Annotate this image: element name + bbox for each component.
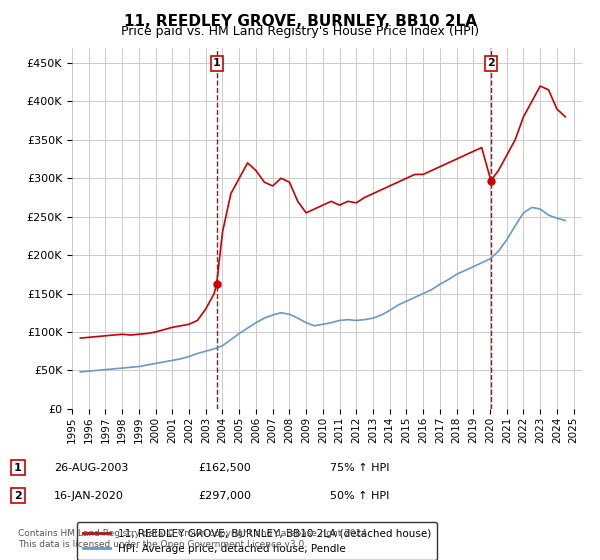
Text: 75% ↑ HPI: 75% ↑ HPI — [330, 463, 389, 473]
Text: Contains HM Land Registry data © Crown copyright and database right 2024.
This d: Contains HM Land Registry data © Crown c… — [18, 529, 370, 549]
Text: £162,500: £162,500 — [198, 463, 251, 473]
Text: £297,000: £297,000 — [198, 491, 251, 501]
Text: Price paid vs. HM Land Registry's House Price Index (HPI): Price paid vs. HM Land Registry's House … — [121, 25, 479, 38]
Text: 1: 1 — [213, 58, 221, 68]
Text: 2: 2 — [14, 491, 22, 501]
Text: 16-JAN-2020: 16-JAN-2020 — [54, 491, 124, 501]
Text: 2: 2 — [487, 58, 495, 68]
Text: 50% ↑ HPI: 50% ↑ HPI — [330, 491, 389, 501]
Text: 11, REEDLEY GROVE, BURNLEY, BB10 2LA: 11, REEDLEY GROVE, BURNLEY, BB10 2LA — [124, 14, 476, 29]
Text: 26-AUG-2003: 26-AUG-2003 — [54, 463, 128, 473]
Legend: 11, REEDLEY GROVE, BURNLEY, BB10 2LA (detached house), HPI: Average price, detac: 11, REEDLEY GROVE, BURNLEY, BB10 2LA (de… — [77, 522, 437, 560]
Text: 1: 1 — [14, 463, 22, 473]
